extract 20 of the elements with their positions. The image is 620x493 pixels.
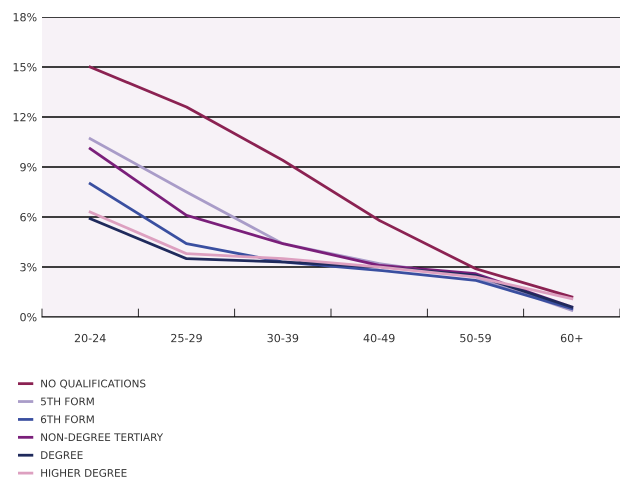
- legend-label: HIGHER DEGREE: [41, 469, 127, 477]
- x-tick-label: 20-24: [74, 334, 106, 342]
- x-tick-label: 25-29: [171, 334, 202, 342]
- y-tick-label: 6%: [20, 212, 37, 222]
- legend-label: NON-DEGREE TERTIARY: [41, 433, 164, 442]
- y-tick-label: 3%: [20, 262, 37, 272]
- x-tick-label: 60+: [560, 334, 582, 342]
- legend-label: NO QUALIFICATIONS: [41, 380, 146, 389]
- y-tick-label: 9%: [20, 162, 37, 172]
- x-tick-label: 50-59: [460, 334, 491, 342]
- y-tick-label: 12%: [14, 112, 37, 122]
- y-tick-label: 18%: [14, 12, 37, 22]
- x-tick-label: 40-49: [364, 334, 395, 342]
- line-series: [88, 66, 574, 298]
- legend-label: DEGREE: [41, 451, 83, 460]
- y-tick-label: 0%: [20, 312, 37, 322]
- legend-label: 5TH FORM: [41, 397, 94, 406]
- legend-label: 6TH FORM: [40, 415, 94, 424]
- y-tick-label: 15%: [14, 62, 37, 72]
- x-tick-label: 30-39: [268, 334, 298, 342]
